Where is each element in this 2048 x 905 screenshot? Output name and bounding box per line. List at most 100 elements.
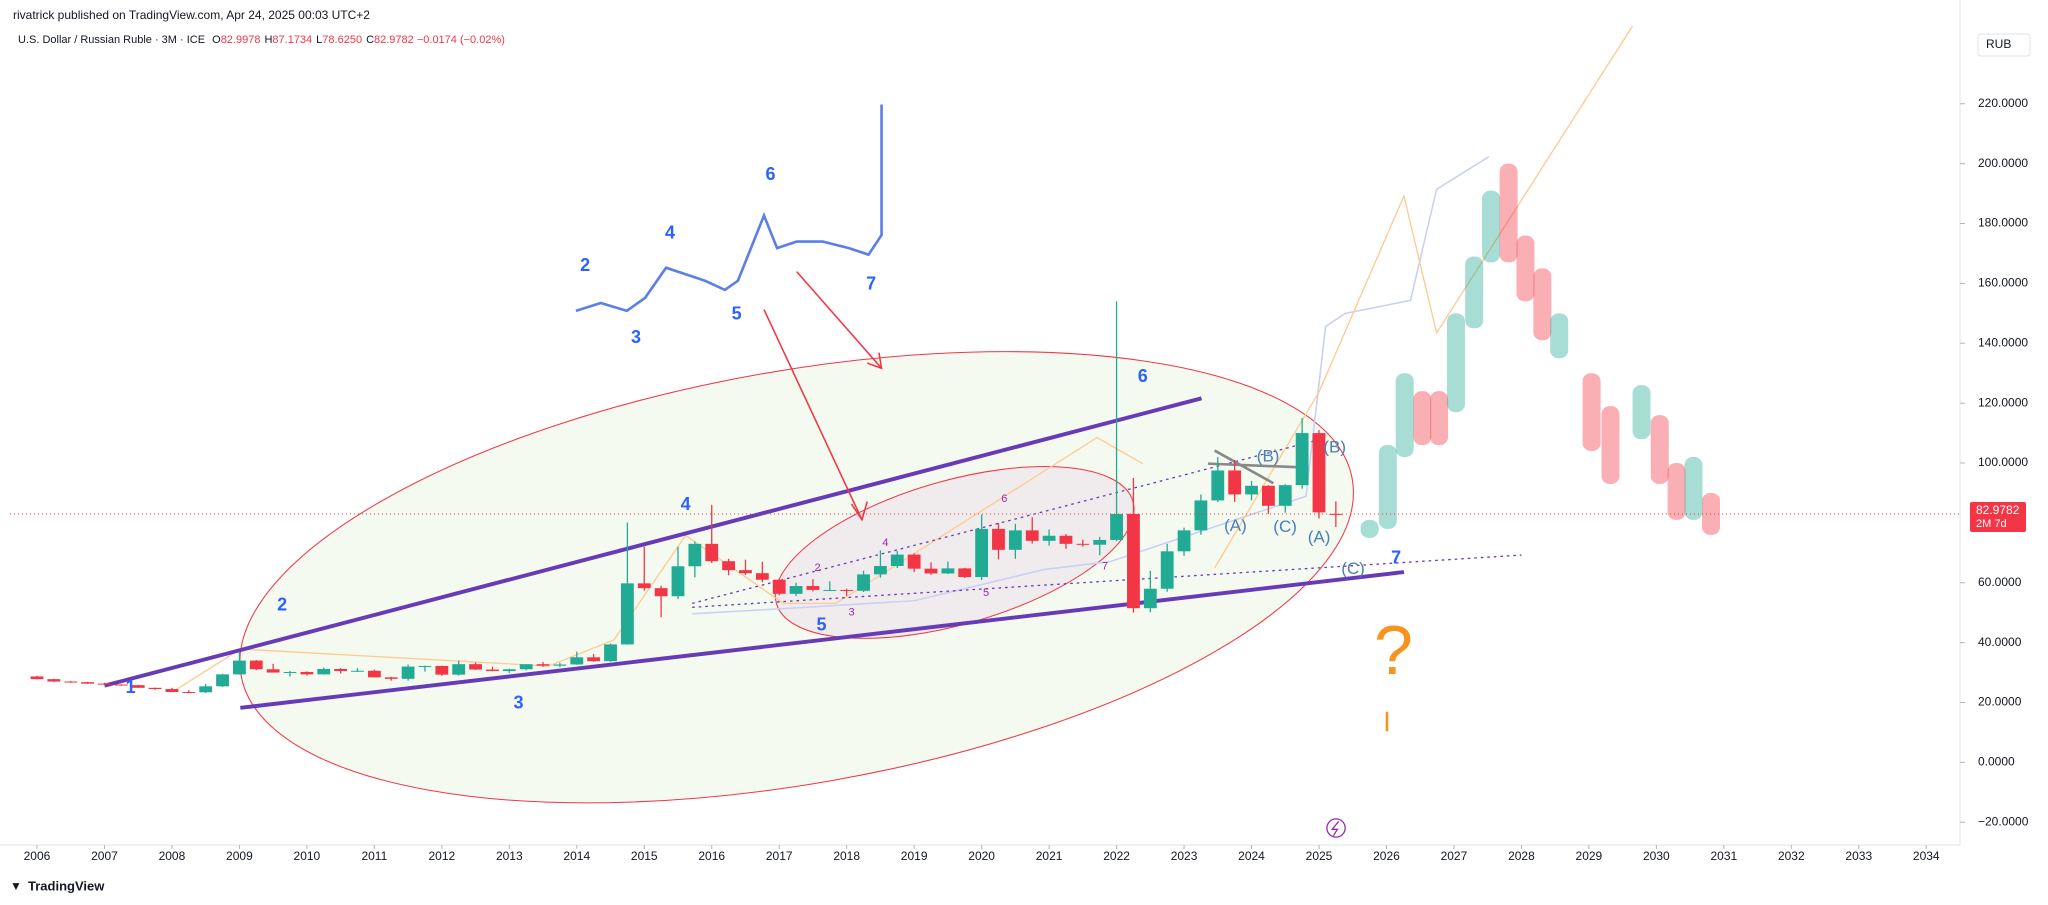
candle-body: [1042, 535, 1056, 541]
x-tick-label: 2019: [901, 849, 928, 863]
projected-bar: [1430, 391, 1449, 446]
x-tick-label: 2033: [1845, 849, 1872, 863]
arrow-head: [866, 352, 883, 370]
annotation: (C): [1273, 517, 1297, 536]
projected-bar: [1582, 373, 1601, 452]
y-tick-label: 220.0000: [1978, 96, 2028, 110]
projected-bar: [1482, 190, 1501, 263]
projected-bar: [1533, 268, 1552, 341]
x-tick-label: 2014: [563, 849, 590, 863]
annotation: 7: [1391, 548, 1401, 568]
candle-body: [1329, 513, 1343, 515]
candle-body: [452, 664, 466, 675]
annotation: 1: [126, 677, 136, 697]
candle-body: [637, 583, 651, 589]
event-icon: [1326, 818, 1346, 838]
x-tick-label: 2023: [1171, 849, 1198, 863]
candle-body: [81, 682, 95, 684]
annotation: 5: [732, 303, 742, 323]
y-tick-label: 100.0000: [1978, 455, 2028, 469]
projected-bar: [1499, 163, 1518, 263]
y-tick-label: 160.0000: [1978, 276, 2028, 290]
candle-body: [233, 660, 246, 675]
candle-body: [317, 668, 331, 675]
event-icon: [1330, 821, 1340, 837]
candle-body: [688, 543, 702, 567]
candle-body: [1076, 543, 1090, 545]
candle-body: [367, 670, 381, 678]
ohlc-key: C: [366, 34, 375, 46]
candle-body: [654, 588, 668, 597]
annotation: (B): [1323, 437, 1346, 456]
annotation: 5: [816, 614, 826, 634]
x-tick-label: 2006: [24, 849, 51, 863]
annotation: (B): [1257, 447, 1280, 466]
symbol: U.S. Dollar / Russian Ruble · 3M · ICE: [18, 34, 206, 46]
annotation: 3: [848, 606, 854, 618]
x-tick-label: 2029: [1576, 849, 1603, 863]
candle-body: [874, 565, 887, 575]
x-tick-label: 2020: [968, 849, 995, 863]
candle-body: [772, 579, 786, 594]
y-tick-label: 200.0000: [1978, 156, 2028, 170]
x-tick-label: 2013: [496, 849, 523, 863]
trend-line: [103, 396, 1203, 688]
annotation: (A): [1308, 528, 1331, 547]
x-tick-label: 2026: [1373, 849, 1400, 863]
candle-body: [30, 676, 44, 680]
candle-body: [351, 670, 364, 672]
candle-body: [469, 664, 482, 670]
x-tick-label: 2007: [91, 849, 118, 863]
candle-body: [755, 573, 769, 580]
currency-box[interactable]: [1977, 33, 2031, 57]
candle-body: [114, 684, 128, 686]
projected-bar: [1702, 492, 1721, 535]
x-tick-label: 2009: [226, 849, 253, 863]
candle-body: [958, 568, 972, 578]
projected-bar: [1446, 313, 1465, 413]
candle-body: [1295, 433, 1309, 486]
candle-body: [1211, 470, 1225, 501]
x-tick-label: 2010: [294, 849, 321, 863]
x-tick-label: 2011: [361, 849, 387, 863]
ohlc-value: 78.6250: [322, 34, 363, 46]
candle-body: [47, 679, 61, 682]
change: −0.0174 (−0.02%): [416, 34, 505, 46]
candle-body: [924, 568, 938, 574]
candle-body: [941, 568, 955, 574]
projected-bar: [1550, 313, 1569, 359]
candle-body: [435, 665, 449, 675]
projected-bar: [1516, 235, 1535, 302]
publisher: rivatrick published on TradingView.com, …: [13, 8, 370, 22]
candle-body: [722, 561, 736, 571]
arrow: [796, 271, 883, 369]
annotation: 2: [814, 562, 820, 574]
annotation: 3: [513, 693, 523, 713]
projected-bar: [1684, 457, 1703, 520]
candle-body: [165, 689, 179, 693]
candle-body: [148, 687, 162, 690]
overlay-line: [692, 156, 1490, 615]
candle-body: [570, 657, 584, 665]
candle-body: [1025, 530, 1039, 541]
candle-body: [283, 671, 297, 673]
x-tick-label: 2022: [1103, 849, 1130, 863]
candle-body: [1143, 588, 1157, 609]
dotted-line: [692, 554, 1522, 608]
currency: RUB: [1986, 37, 2011, 51]
brand: TradingView: [28, 878, 105, 893]
candle-body: [1278, 485, 1292, 506]
candle-body: [890, 554, 904, 566]
y-tick-label: 0.0000: [1978, 755, 2015, 769]
annotation: 3: [631, 327, 641, 347]
annotation: 4: [681, 494, 691, 514]
candle-body: [199, 686, 213, 693]
x-tick-label: 2024: [1238, 849, 1265, 863]
projected-bar: [1601, 406, 1620, 484]
annotation: 2: [580, 255, 590, 275]
y-tick-label: 40.0000: [1978, 635, 2022, 649]
y-tick-label: 60.0000: [1978, 575, 2022, 589]
candle-body: [1261, 485, 1275, 506]
annotation: (A): [1224, 516, 1247, 535]
